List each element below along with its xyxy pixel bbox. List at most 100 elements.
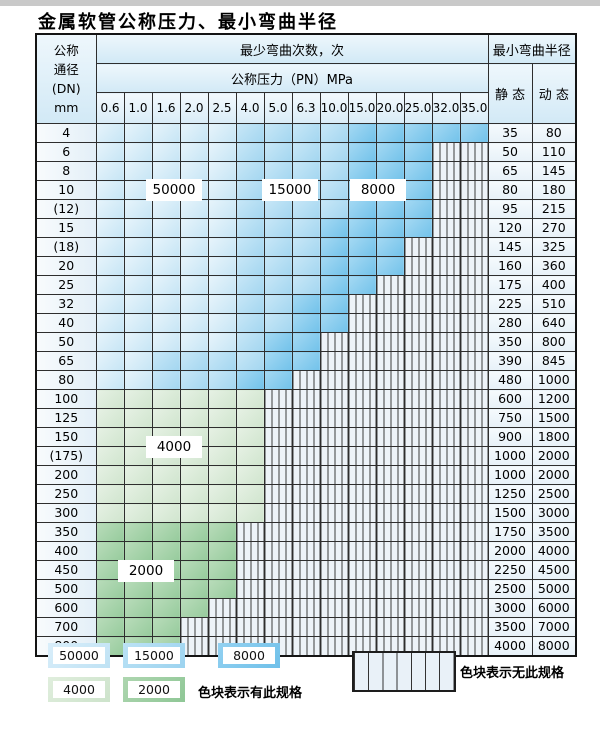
no-spec-cell	[263, 446, 293, 466]
spec-cell	[123, 579, 153, 599]
dynamic-radius-cell: 1200	[531, 389, 577, 409]
dynamic-radius-cell: 7000	[531, 617, 577, 637]
no-spec-cell	[403, 351, 433, 371]
spec-cell	[95, 275, 125, 295]
no-spec-cell	[291, 560, 321, 580]
pressure-tick: 5.0	[263, 92, 293, 124]
dn-cell: 4	[35, 123, 97, 143]
spec-cell	[95, 256, 125, 276]
dn-cell: 125	[35, 408, 97, 428]
spec-cell	[291, 332, 321, 352]
no-spec-cell	[319, 560, 349, 580]
spec-cell	[123, 237, 153, 257]
spec-cell	[179, 313, 209, 333]
spec-cell	[207, 560, 237, 580]
spec-cell	[263, 123, 293, 143]
no-spec-cell	[459, 294, 489, 314]
no-spec-cell	[459, 142, 489, 162]
dn-cell: 10	[35, 180, 97, 200]
static-radius-cell: 50	[487, 142, 533, 162]
dynamic-radius-cell: 145	[531, 161, 577, 181]
spec-cell	[95, 522, 125, 542]
no-spec-cell	[347, 522, 377, 542]
spec-cell	[179, 218, 209, 238]
no-spec-cell	[263, 389, 293, 409]
no-spec-cell	[375, 351, 405, 371]
spec-cell	[179, 541, 209, 561]
no-spec-cell	[459, 427, 489, 447]
spec-cell	[151, 408, 181, 428]
spec-cell	[403, 123, 433, 143]
no-spec-cell	[263, 522, 293, 542]
spec-cell	[123, 408, 153, 428]
table-row: 400 2000 4000	[35, 541, 577, 561]
spec-cell	[151, 389, 181, 409]
no-spec-cell	[319, 408, 349, 428]
spec-cell	[123, 370, 153, 390]
no-spec-cell	[347, 313, 377, 333]
spec-cell	[207, 199, 237, 219]
page-title: 金属软管公称压力、最小弯曲半径	[38, 12, 338, 33]
static-radius-cell: 145	[487, 237, 533, 257]
spec-cell	[375, 142, 405, 162]
spec-cell	[235, 123, 265, 143]
spec-cell	[319, 123, 349, 143]
table-row: 350 1750 3500	[35, 522, 577, 542]
spec-cell	[207, 370, 237, 390]
cycle-count-label-15000: 15000	[262, 179, 318, 201]
no-spec-cell	[375, 598, 405, 618]
spec-cell	[207, 237, 237, 257]
cycle-count-label-2000: 2000	[118, 560, 174, 582]
no-spec-cell	[319, 598, 349, 618]
spec-cell	[319, 237, 349, 257]
no-spec-cell	[347, 389, 377, 409]
legend-swatch-8000: 8000	[218, 643, 280, 668]
spec-cell	[95, 199, 125, 219]
no-spec-cell	[459, 389, 489, 409]
no-spec-cell	[207, 617, 237, 637]
spec-cell	[95, 579, 125, 599]
no-spec-cell	[291, 541, 321, 561]
spec-cell	[291, 256, 321, 276]
spec-cell	[347, 237, 377, 257]
dn-cell: 80	[35, 370, 97, 390]
no-spec-cell	[291, 408, 321, 428]
spec-cell	[291, 237, 321, 257]
no-spec-cell	[347, 370, 377, 390]
no-spec-cell	[403, 370, 433, 390]
no-spec-cell	[431, 503, 461, 523]
no-spec-cell	[235, 579, 265, 599]
spec-cell	[179, 522, 209, 542]
static-radius-cell: 2500	[487, 579, 533, 599]
spec-cell	[235, 199, 265, 219]
static-radius-cell: 900	[487, 427, 533, 447]
spec-cell	[179, 579, 209, 599]
no-spec-cell	[347, 503, 377, 523]
no-spec-cell	[431, 617, 461, 637]
spec-cell	[95, 503, 125, 523]
table-row: 200 1000 2000	[35, 465, 577, 485]
static-radius-cell: 35	[487, 123, 533, 143]
spec-cell	[207, 218, 237, 238]
dn-cell: 32	[35, 294, 97, 314]
dynamic-radius-cell: 5000	[531, 579, 577, 599]
no-spec-cell	[347, 446, 377, 466]
dynamic-radius-cell: 80	[531, 123, 577, 143]
spec-cell	[403, 180, 433, 200]
no-spec-cell	[431, 408, 461, 428]
no-spec-cell	[403, 579, 433, 599]
dynamic-radius-cell: 2500	[531, 484, 577, 504]
table-row: 25 175 400	[35, 275, 577, 295]
spec-cell	[179, 123, 209, 143]
static-radius-cell: 2250	[487, 560, 533, 580]
spec-cell	[179, 161, 209, 181]
spec-cell	[151, 370, 181, 390]
header-dynamic: 动 态	[531, 63, 577, 124]
spec-cell	[123, 218, 153, 238]
no-spec-cell	[431, 370, 461, 390]
table-row: 125 750 1500	[35, 408, 577, 428]
spec-cell	[151, 313, 181, 333]
no-spec-cell	[319, 389, 349, 409]
legend-swatch-value: 15000	[128, 647, 180, 664]
no-spec-cell	[431, 560, 461, 580]
